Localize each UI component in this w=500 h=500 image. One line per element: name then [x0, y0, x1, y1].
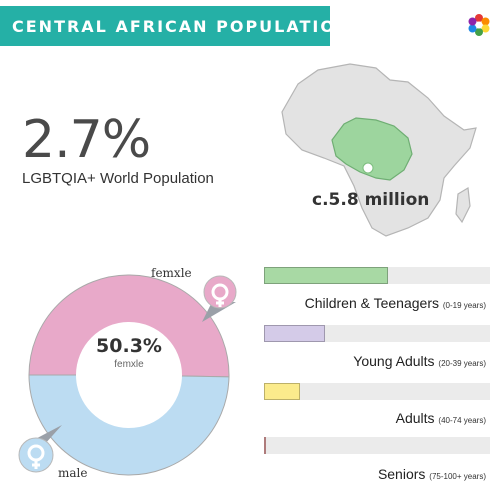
legend-femxle: femxle	[151, 266, 192, 280]
bar-young-adults	[264, 325, 326, 342]
bar-children-teenagers	[264, 267, 389, 284]
central-africa-region	[331, 117, 413, 181]
lgbtqia-percentage-label: LGBTQIA+ World Population	[22, 170, 214, 187]
bar-seniors	[264, 437, 267, 454]
donut-center-label: femxle	[114, 359, 144, 370]
legend-male: male	[58, 466, 88, 480]
africa-map-icon	[281, 63, 477, 237]
bar-track	[264, 267, 490, 284]
title-banner: CENTRAL AFRICAN POPULATION	[0, 6, 349, 46]
lgbtqia-percentage: 2.7%	[22, 110, 151, 170]
donut-hole	[76, 322, 182, 428]
mars-icon	[18, 425, 62, 473]
bar-track	[264, 325, 490, 342]
bar-category-range: (75-100+ years)	[429, 472, 486, 481]
population-label: c.5.8 million	[312, 190, 430, 210]
venus-icon	[202, 275, 237, 322]
bar-category-range: (20-39 years)	[438, 359, 486, 368]
bar-track	[264, 383, 490, 400]
bar-category-range: (40-74 years)	[438, 416, 486, 425]
bar-label: Adults (40-74 years)	[396, 410, 486, 426]
bar-category-range: (0-19 years)	[442, 301, 486, 310]
bar-adults	[264, 383, 301, 400]
bar-label: Children & Teenagers (0-19 years)	[305, 295, 486, 311]
page-title: CENTRAL AFRICAN POPULATION	[12, 16, 352, 36]
location-marker	[362, 162, 374, 174]
donut-center: 50.3% femxle	[74, 335, 184, 370]
bar-track	[264, 437, 490, 454]
bar-label: Young Adults (20-39 years)	[353, 353, 486, 369]
bar-category-name: Seniors	[377, 466, 430, 482]
bar-category-name: Children & Teenagers	[304, 295, 443, 311]
madagascar	[455, 187, 471, 224]
bar-category-name: Adults	[395, 410, 439, 426]
donut-center-value: 50.3%	[96, 335, 162, 357]
bar-label: Seniors (75-100+ years)	[378, 466, 486, 482]
gender-donut-chart	[18, 274, 237, 476]
flower-logo-icon	[468, 14, 490, 36]
bar-category-name: Young Adults	[353, 353, 439, 369]
